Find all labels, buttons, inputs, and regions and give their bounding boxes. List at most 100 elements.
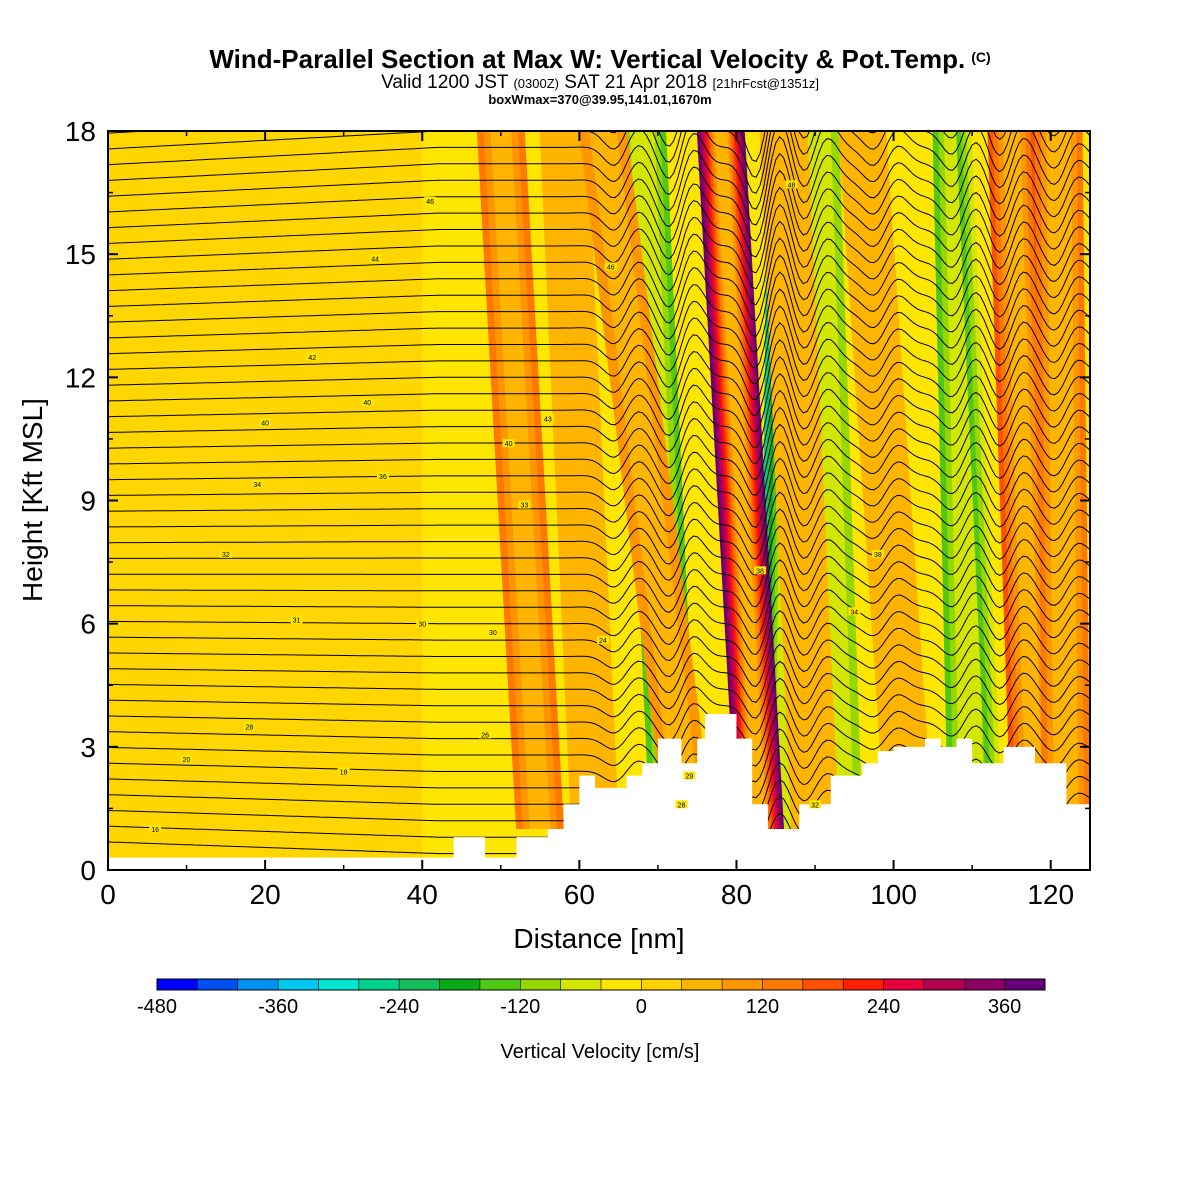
y-tick-label: 12 (65, 362, 96, 393)
terrain-mask (108, 713, 1090, 870)
isentrope-line (108, 203, 1090, 290)
contour-label-bg (180, 755, 193, 764)
isentrope-line (108, 406, 1090, 481)
contour-label: 20 (183, 757, 191, 764)
y-tick-label: 15 (65, 239, 96, 270)
isentrope-line (108, 271, 1090, 353)
contour-label-bg (785, 180, 798, 189)
colorbar-tick-label: 0 (636, 996, 647, 1018)
isentrope-line (108, 677, 1090, 735)
contour-label-bg (604, 262, 617, 271)
colorbar-tick-label: 120 (746, 996, 779, 1018)
isentrope-line (108, 135, 1090, 226)
isentrope-line (108, 169, 1090, 258)
isentrope-line (108, 131, 1090, 210)
y-tick-label: 3 (80, 732, 96, 763)
colorbar-swatch (843, 979, 885, 990)
contour-label: 43 (544, 416, 552, 423)
contour-label-bg (416, 619, 429, 628)
isentrope-line (108, 694, 1090, 751)
colorbar-swatch (278, 979, 319, 990)
contour-label-bg (675, 800, 688, 809)
contour-label-bg (259, 418, 272, 427)
updraft-band (696, 131, 785, 829)
contour-label: 31 (293, 618, 301, 625)
colorbar-swatch (1004, 979, 1046, 990)
updraft-band-level (539, 131, 620, 829)
colorbar-swatch (722, 979, 763, 990)
isentrope-line (108, 474, 1090, 544)
contour-label: 46 (426, 199, 434, 206)
contour-label-bg (219, 549, 232, 558)
colorbar-tick-label: -240 (379, 996, 419, 1018)
contour-label: 38 (874, 552, 882, 559)
copyright-mark: (C) (971, 49, 991, 65)
isentrope-line (108, 322, 1090, 401)
isentrope-line (108, 288, 1090, 369)
chart-title: Wind-Parallel Section at Max W: Vertical… (209, 44, 991, 74)
updraft-band (539, 131, 620, 829)
updraft-band-level (1046, 131, 1079, 829)
isentrope-line (108, 254, 1090, 337)
updraft-band (476, 131, 565, 829)
isentrope-line (108, 525, 1090, 592)
colorbar-swatch (883, 979, 925, 990)
isentrope-line (108, 643, 1090, 703)
field-weak-updraft (108, 131, 423, 870)
contour-label-bg (809, 800, 822, 809)
isentrope-line (108, 186, 1090, 274)
updraft-band (1034, 131, 1090, 829)
colorbar-tick-label: -120 (500, 996, 540, 1018)
updraft-band-level (1002, 131, 1044, 829)
colorbar-swatch (157, 979, 198, 990)
colorbar-swatch (520, 979, 562, 990)
contour-label: 40 (505, 441, 513, 448)
isentrope-line (108, 457, 1090, 528)
colorbar-tick-label: -480 (137, 996, 177, 1018)
colorbar-swatch (358, 979, 400, 990)
colorbar-label: Vertical Velocity [cm/s] (501, 1041, 700, 1063)
isentrope-line (108, 576, 1090, 640)
y-tick-label: 6 (80, 609, 96, 640)
contour-label-bg (518, 500, 531, 509)
y-tick-label: 9 (80, 486, 96, 517)
colorbar-swatch (399, 979, 441, 990)
updraft-band-level (838, 131, 934, 829)
contour-label: 34 (850, 609, 858, 616)
contour-label: 40 (261, 420, 269, 427)
isentrope-line (108, 559, 1090, 624)
contour-label: 28 (246, 724, 254, 731)
x-tick-label: 20 (250, 879, 281, 910)
downdraft-band-level (944, 131, 985, 829)
x-tick-label: 120 (1027, 879, 1074, 910)
chart-subtitle: Valid 1200 JST (0300Z) SAT 21 Apr 2018 [… (381, 72, 819, 93)
isentrope-line (108, 356, 1090, 433)
colorbar-swatch (923, 979, 965, 990)
colorbar-tick-label: -360 (258, 996, 298, 1018)
contour-label-bg (337, 767, 350, 776)
isentrope-line (108, 305, 1090, 385)
contour-label-bg (251, 480, 264, 489)
colorbar-swatch (439, 979, 481, 990)
colorbar-swatch (641, 979, 683, 990)
contour-label-bg (290, 615, 303, 624)
colorbar-swatch (560, 979, 602, 990)
colorbar-swatch (318, 979, 360, 990)
colorbar-swatch (197, 979, 239, 990)
isentrope-line (108, 389, 1090, 465)
isentrope-line (108, 339, 1090, 417)
contour-label: 40 (363, 400, 371, 407)
contour-label-bg (424, 196, 437, 205)
contour-label: 28 (678, 802, 686, 809)
contour-labels: 16 18 20 24 26 28 28 29 30 30 31 32 32 33 34 34 36 38 38 40… (149, 180, 884, 834)
isentrope-line (108, 593, 1090, 656)
y-tick-label: 18 (65, 116, 96, 147)
y-tick-label: 0 (80, 855, 96, 886)
velocity-field (108, 131, 1090, 870)
isentrope-line (108, 660, 1090, 719)
contour-label: 33 (520, 503, 528, 510)
contour-label-bg (486, 627, 499, 636)
contour-label: 18 (340, 769, 348, 776)
updraft-band-level (714, 131, 767, 829)
